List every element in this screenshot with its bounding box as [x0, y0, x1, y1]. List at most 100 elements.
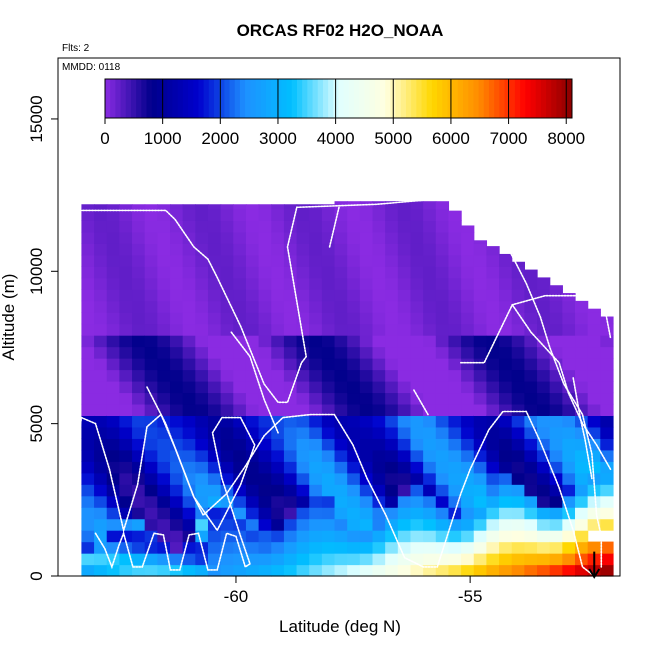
colorbar-swatch: [514, 79, 521, 118]
field-cell: [321, 415, 336, 428]
field-cell: [182, 403, 196, 416]
field-cell: [524, 346, 538, 359]
field-cell: [119, 254, 133, 267]
field-cell: [182, 495, 196, 508]
field-cell: [258, 564, 272, 577]
field-cell: [435, 243, 450, 256]
field-cell: [170, 312, 184, 325]
field-cell: [359, 541, 374, 554]
field-cell: [499, 392, 513, 405]
field-cell: [549, 518, 563, 531]
field-cell: [410, 208, 424, 221]
field-cell: [486, 392, 500, 405]
field-cell: [309, 220, 323, 233]
field-cell: [132, 204, 146, 210]
field-cell: [132, 254, 146, 267]
field-cell: [587, 380, 601, 394]
field-cell: [220, 204, 234, 210]
field-cell: [347, 415, 361, 428]
field-cell: [537, 553, 551, 566]
y-tick-label: 5000: [27, 405, 46, 443]
field-cell: [233, 204, 247, 210]
field-cell: [132, 323, 146, 336]
field-cell: [207, 204, 222, 210]
field-cell: [258, 323, 272, 336]
colorbar-swatch: [234, 79, 241, 118]
field-cell: [499, 277, 513, 290]
field-cell: [106, 277, 120, 290]
field-cell: [220, 472, 234, 485]
field-cell: [385, 266, 399, 279]
colorbar-swatch: [239, 79, 246, 118]
field-cell: [283, 358, 298, 371]
field-cell: [448, 266, 462, 279]
field-cell: [207, 243, 222, 256]
field-cell: [448, 220, 462, 233]
field-cell: [258, 358, 272, 371]
date-note: MMDD: 0118: [62, 62, 121, 73]
field-cell: [486, 472, 500, 485]
colorbar-swatch: [535, 79, 542, 118]
field-cell: [271, 204, 285, 210]
field-cell: [182, 220, 196, 233]
field-cell: [435, 438, 450, 451]
field-cell: [397, 415, 412, 428]
field-cell: [106, 266, 120, 279]
field-cell: [81, 392, 95, 405]
field-cell: [473, 564, 488, 577]
field-cell: [537, 461, 551, 474]
field-cell: [600, 358, 614, 371]
colorbar-swatch: [110, 79, 116, 118]
field-cell: [170, 403, 184, 416]
field-cell: [461, 358, 475, 371]
field-cell: [220, 277, 234, 290]
flight-track-segment: [460, 294, 612, 364]
field-cell: [195, 208, 209, 221]
field-cell: [207, 220, 222, 233]
field-cell: [296, 231, 310, 244]
field-cell: [461, 495, 475, 508]
field-cell: [258, 208, 272, 221]
field-cell: [524, 553, 538, 566]
field-cell: [385, 530, 399, 543]
field-cell: [207, 358, 222, 371]
colorbar-swatch: [250, 79, 256, 118]
field-cell: [182, 518, 196, 531]
field-cell: [562, 495, 576, 508]
field-cell: [195, 254, 209, 267]
field-cell: [170, 392, 184, 405]
field-cell: [157, 495, 171, 508]
field-cell: [309, 312, 323, 325]
field-cell: [321, 426, 336, 439]
colorbar-swatch: [286, 79, 293, 118]
field-cell: [283, 254, 298, 267]
field-cell: [207, 346, 222, 359]
field-cell: [423, 323, 437, 336]
field-cell: [410, 335, 424, 348]
field-cell: [296, 277, 310, 290]
field-cell: [448, 380, 462, 394]
field-cell: [207, 530, 222, 543]
field-cell: [271, 472, 285, 485]
field-cell: [271, 243, 285, 256]
colorbar-swatch: [172, 79, 179, 118]
field-cell: [359, 208, 374, 221]
field-cell: [321, 392, 336, 405]
colorbar-swatch: [224, 79, 231, 118]
field-cell: [81, 243, 95, 256]
field-cell: [397, 358, 412, 371]
field-cell: [283, 312, 298, 325]
field-cell: [207, 335, 222, 348]
field-cell: [94, 541, 108, 554]
y-axis: 0 5000 10000 15000: [27, 95, 58, 581]
field-cell: [334, 449, 348, 462]
field-cell: [245, 392, 260, 405]
field-cell: [511, 346, 525, 359]
field-cell: [562, 461, 576, 474]
field-cell: [132, 415, 146, 428]
field-cell: [309, 335, 323, 348]
field-cell: [170, 415, 184, 428]
field-cell: [372, 369, 386, 382]
field-cell: [182, 300, 196, 313]
field-cell: [359, 518, 374, 531]
